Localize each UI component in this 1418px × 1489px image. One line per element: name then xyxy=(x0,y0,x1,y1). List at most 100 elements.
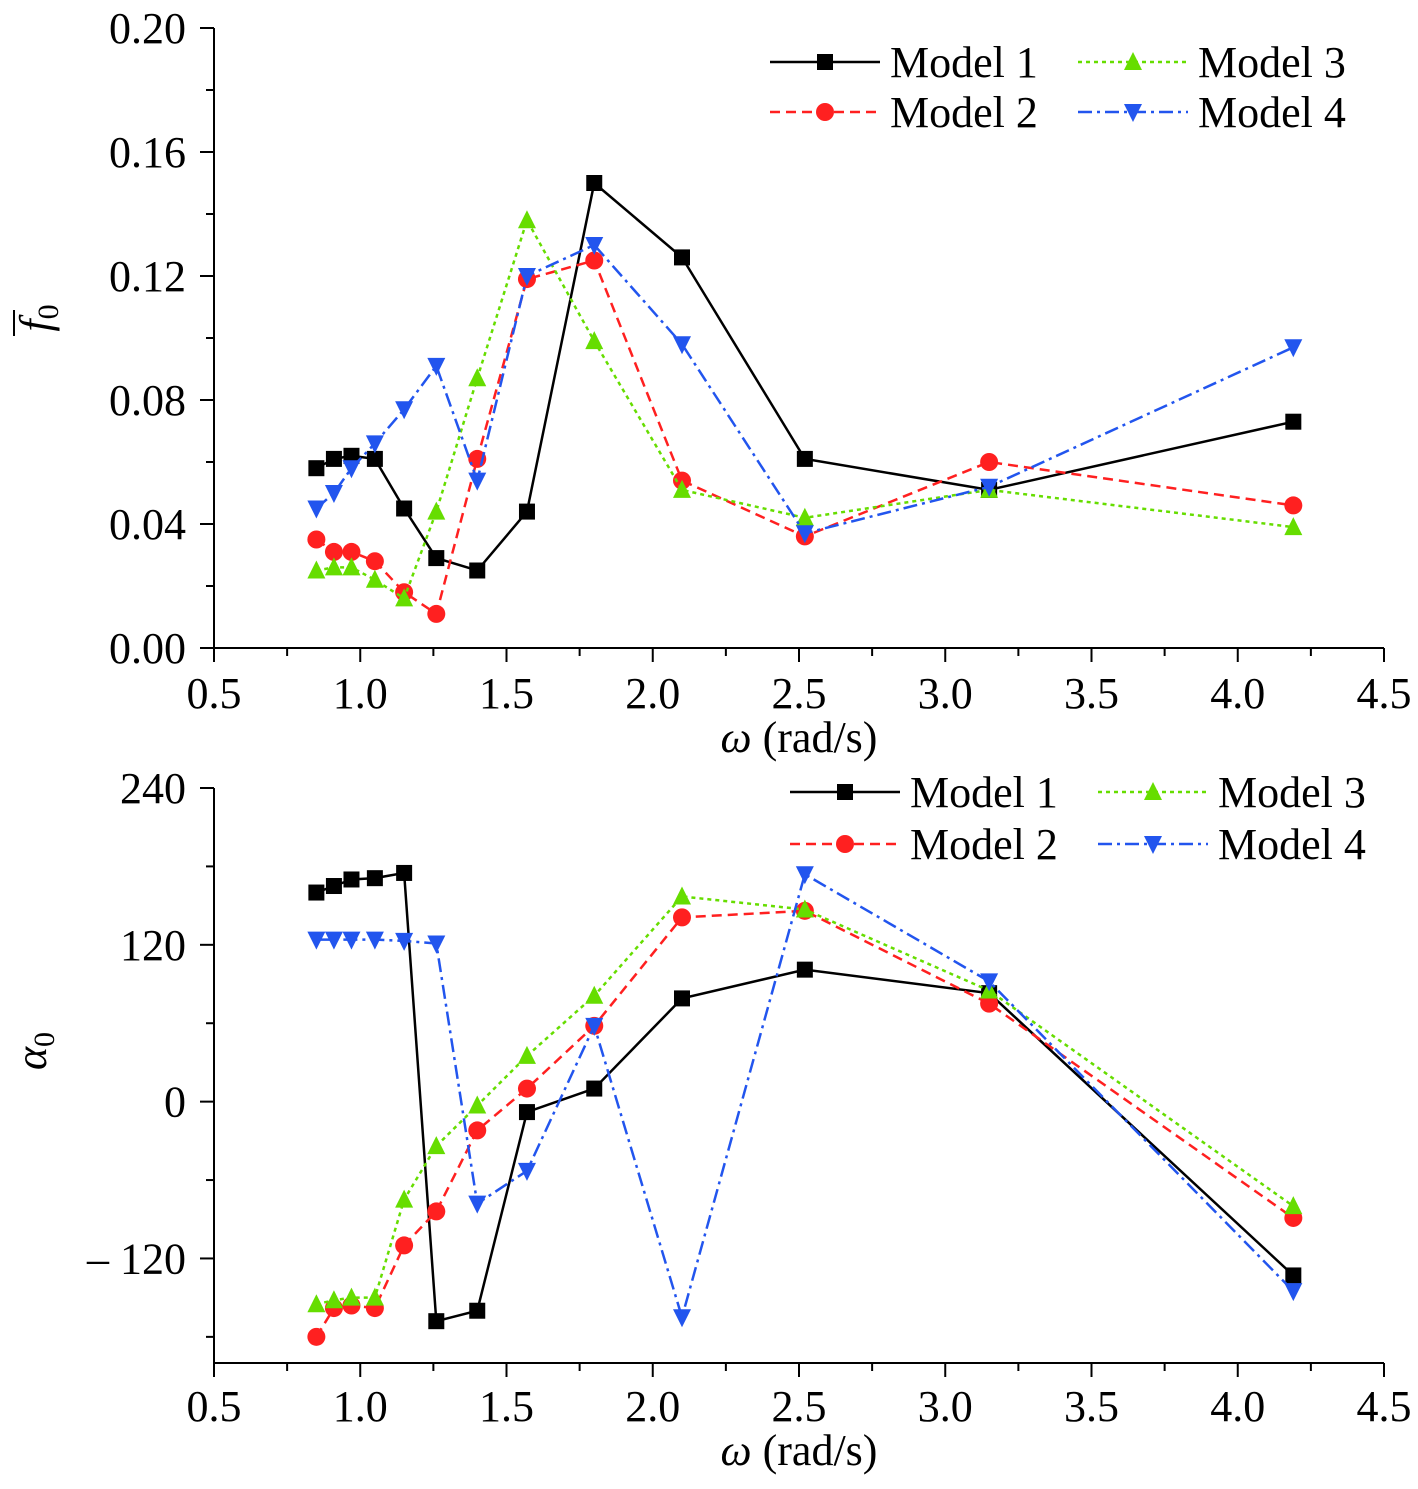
data-point xyxy=(395,588,414,607)
data-point xyxy=(307,530,326,549)
data-point xyxy=(1284,517,1303,536)
data-point xyxy=(795,525,814,544)
data-point xyxy=(308,884,325,901)
data-point xyxy=(428,550,445,567)
data-point xyxy=(428,1313,445,1330)
data-point xyxy=(365,569,384,588)
legend-item: Model 1 xyxy=(790,768,1058,817)
legend-marker xyxy=(1124,104,1142,122)
data-point xyxy=(325,450,342,467)
y-tick-label: 0.12 xyxy=(109,252,186,301)
data-point xyxy=(366,870,383,887)
data-point xyxy=(980,973,999,992)
data-point xyxy=(517,268,536,286)
x-tick-label: 1.0 xyxy=(333,669,388,718)
series-3 xyxy=(307,210,1303,607)
data-point xyxy=(1284,496,1303,515)
series-4 xyxy=(307,866,1303,1328)
legend-item: Model 2 xyxy=(770,88,1038,137)
legend-marker xyxy=(817,54,833,70)
data-point xyxy=(365,1287,384,1306)
data-point xyxy=(365,435,384,454)
data-point xyxy=(980,453,999,471)
x-axis-title: ω (rad/s) xyxy=(721,1426,878,1475)
data-point xyxy=(673,336,691,355)
x-tick-label: 0.5 xyxy=(187,1382,242,1431)
data-point xyxy=(468,1121,487,1140)
legend-item: Model 2 xyxy=(790,820,1058,869)
data-point xyxy=(795,866,814,885)
legend-item: Model 1 xyxy=(770,38,1038,87)
data-point xyxy=(980,478,999,497)
data-point xyxy=(518,503,535,520)
data-point xyxy=(795,899,814,918)
data-point xyxy=(1284,1283,1303,1302)
data-point xyxy=(366,450,383,467)
series-4 xyxy=(307,237,1303,544)
data-point xyxy=(395,932,414,951)
legend-marker xyxy=(1144,782,1162,800)
x-tick-label: 4.0 xyxy=(1210,1382,1265,1431)
data-point xyxy=(1285,413,1302,430)
data-point xyxy=(585,237,604,255)
legend-marker xyxy=(1144,836,1162,854)
data-point xyxy=(469,1302,486,1319)
y-tick-label: 0.04 xyxy=(109,500,186,549)
legend-label: Model 1 xyxy=(890,38,1038,87)
y-tick-label: 0.16 xyxy=(109,128,186,177)
data-point xyxy=(796,961,813,978)
data-point xyxy=(307,931,326,950)
series-line xyxy=(315,243,1294,535)
data-point xyxy=(307,560,326,579)
data-point xyxy=(427,357,446,376)
x-tick-label: 2.5 xyxy=(772,669,827,718)
data-point xyxy=(342,1287,361,1306)
y-axis-title: f0 xyxy=(11,304,65,336)
data-point xyxy=(585,251,604,270)
x-tick-label: 3.0 xyxy=(918,669,973,718)
y-axis-title-text: f0 xyxy=(11,304,65,331)
y-tick-label: 0.08 xyxy=(109,376,186,425)
x-axis-title: ω (rad/s) xyxy=(721,713,878,762)
y-tick-label: 0.20 xyxy=(109,4,186,53)
series-line xyxy=(315,871,1295,1323)
x-tick-label: 4.5 xyxy=(1357,1382,1412,1431)
legend-marker xyxy=(837,784,853,800)
data-point xyxy=(325,878,342,895)
x-tick-label: 2.5 xyxy=(772,1382,827,1431)
y-axis-title-text: α0 xyxy=(7,1032,61,1070)
data-point xyxy=(307,1327,326,1346)
data-point xyxy=(307,1294,326,1313)
data-point xyxy=(586,1080,603,1097)
legend-label: Model 2 xyxy=(910,820,1058,869)
data-point xyxy=(427,604,446,623)
data-point xyxy=(307,500,326,519)
data-point xyxy=(342,460,361,479)
legend-label: Model 1 xyxy=(910,768,1058,817)
x-tick-label: 2.0 xyxy=(625,1382,680,1431)
data-point xyxy=(585,331,604,350)
data-point xyxy=(1285,1267,1302,1284)
data-point xyxy=(469,562,486,579)
data-point xyxy=(673,479,691,498)
legend-label: Model 4 xyxy=(1198,88,1346,137)
legend-marker xyxy=(836,835,854,853)
data-point xyxy=(468,1195,487,1214)
y-tick-label: 240 xyxy=(120,764,186,813)
x-tick-label: 1.5 xyxy=(479,669,534,718)
data-point xyxy=(674,249,690,266)
chart-panel-1: 0.5 1.0 1.5 2.0 2.5 3.0 3.5 4.0 4.5 0.00 0.04 0.08 0… xyxy=(11,4,1412,762)
x-tick-label: 4.0 xyxy=(1210,669,1265,718)
legend-marker xyxy=(1124,52,1142,70)
data-point xyxy=(468,368,487,387)
data-point xyxy=(673,886,691,905)
data-point xyxy=(585,1017,604,1036)
data-point xyxy=(342,557,361,576)
x-tick-label: 3.0 xyxy=(918,1382,973,1431)
chart-panel-2: 0.5 1.0 1.5 2.0 2.5 3.0 3.5 4.0 4.5 – 120 0 120 240 ω… xyxy=(7,764,1412,1475)
data-point xyxy=(395,1189,414,1208)
data-point xyxy=(673,1309,691,1328)
x-tick-label: 3.5 xyxy=(1064,1382,1119,1431)
data-point xyxy=(342,931,361,950)
series-3 xyxy=(307,886,1303,1313)
